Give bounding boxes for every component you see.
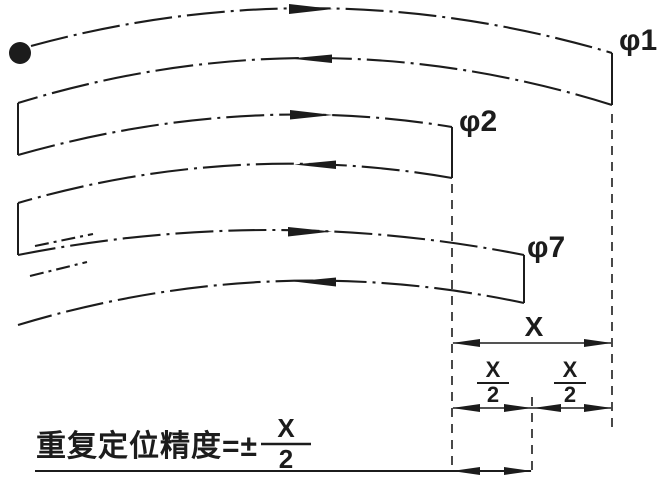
pass-1-arrow-right-icon — [289, 4, 333, 14]
dimension-xhalf-right-denominator: 2 — [564, 382, 576, 407]
dimension-xhalf-left-numerator: X — [486, 357, 501, 382]
pass-5-path — [17, 228, 525, 257]
dimension-x-label: X — [525, 311, 544, 342]
pass-3-path — [17, 113, 453, 157]
dimension-xhalf-right-arrow-right-icon — [584, 404, 612, 412]
pass-1-path — [30, 7, 613, 55]
pass-3-arrow-right-icon — [290, 110, 333, 120]
formula-fraction-denominator: 2 — [279, 444, 293, 474]
pass-6-arrow-left-icon — [294, 277, 336, 287]
dimension-xhalf-right-numerator: X — [563, 357, 578, 382]
pass-2-arrow-left-icon — [290, 54, 332, 63]
dimension-xhalf-left-arrow-right-icon — [504, 404, 532, 412]
baseline-arrow-right-icon — [504, 467, 532, 475]
pass-4-arrow-left-icon — [294, 160, 336, 169]
dimension-xhalf-left-denominator: 2 — [487, 382, 499, 407]
pass-6-path — [17, 279, 525, 327]
phi2-label: φ2 — [459, 105, 497, 138]
formula-fraction-numerator: X — [277, 413, 295, 443]
dimension-xhalf-right-arrow-left-icon — [533, 404, 561, 412]
dimension-xhalf-left-arrow-left-icon — [452, 404, 480, 412]
dimension-x-arrow-left-icon — [452, 339, 480, 347]
pass-5-arrow-right-icon — [288, 227, 332, 237]
baseline-arrow-left-icon — [452, 467, 480, 475]
formula-lead-text: 重复定位精度=± — [36, 429, 258, 463]
omitted-pass-fragment-1 — [34, 232, 94, 248]
start-point-dot — [9, 42, 31, 64]
pass-2-path — [17, 56, 613, 107]
omitted-pass-fragment-2 — [29, 260, 88, 278]
dimension-x-arrow-right-icon — [584, 339, 612, 347]
phi7-label: φ7 — [527, 231, 565, 264]
phi1-label: φ1 — [619, 24, 657, 57]
pass-4-path — [17, 162, 453, 205]
